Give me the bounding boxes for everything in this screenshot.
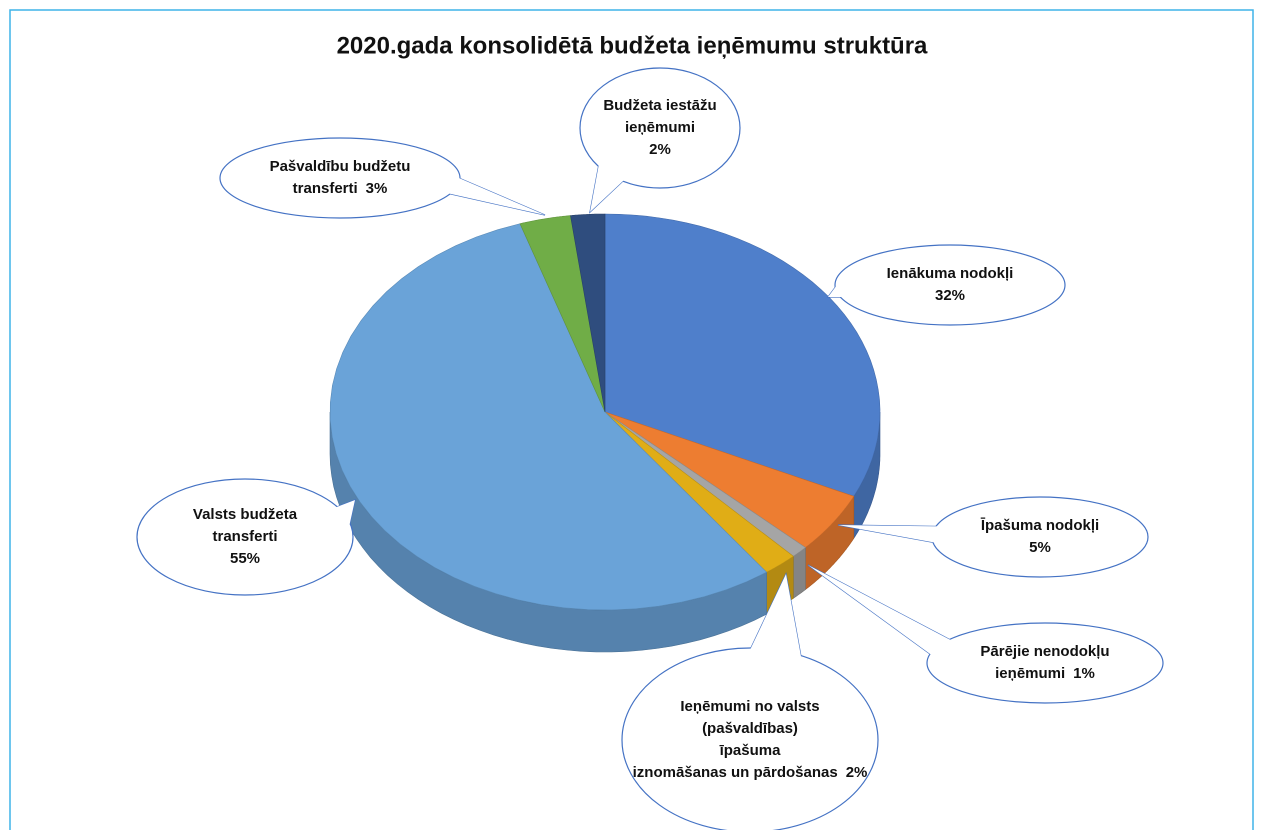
pie bbox=[329, 213, 881, 653]
callout-bubble bbox=[926, 622, 1164, 704]
callout-bubble bbox=[136, 478, 354, 596]
slice bbox=[570, 213, 606, 413]
slice bbox=[604, 411, 794, 573]
callout-bubble bbox=[579, 67, 741, 189]
data-label-value: 2% bbox=[846, 764, 868, 781]
callout-bubble bbox=[931, 496, 1149, 578]
data-label-value: 2% bbox=[649, 141, 671, 158]
data-label-value: 3% bbox=[366, 180, 388, 197]
data-label-name: Ieņēmumi no valsts (pašvaldības) īpašuma iz… bbox=[633, 698, 838, 781]
data-label-name: Pārējie nenodokļu ieņēmumi bbox=[980, 643, 1109, 682]
data-label-name: Budžeta iestāžu ieņēmumi bbox=[603, 97, 716, 136]
callout-join bbox=[808, 565, 953, 657]
callouts: Ienākuma nodokļi 32% Īpašuma nodokļi 5% Pārē… bbox=[136, 67, 1164, 830]
slice bbox=[329, 223, 768, 611]
data-label-value: 1% bbox=[1073, 665, 1095, 682]
data-label-name: Valsts budžeta transferti bbox=[193, 506, 298, 545]
slice bbox=[604, 213, 881, 497]
callout-join bbox=[590, 163, 625, 212]
callout-join bbox=[333, 500, 355, 532]
callout-bubble bbox=[219, 137, 461, 219]
data-label-name: Ienākuma nodokļi bbox=[887, 265, 1014, 282]
slice bbox=[519, 215, 606, 413]
callout-bubble bbox=[621, 647, 879, 830]
chart-title: 2020.gada konsolidētā budžeta ieņēmumu s… bbox=[337, 32, 928, 59]
callout-join bbox=[446, 176, 545, 215]
data-label-name: Pašvaldību budžetu transferti bbox=[270, 158, 411, 197]
data-label-value: 5% bbox=[1029, 539, 1051, 556]
callout-bubble bbox=[834, 244, 1066, 326]
callout-join bbox=[828, 280, 846, 298]
data-label-value: 32% bbox=[935, 287, 965, 304]
callout-join bbox=[838, 525, 941, 544]
data-label-name: Īpašuma nodokļi bbox=[980, 517, 1099, 534]
data-label-value: 55% bbox=[230, 550, 260, 567]
slice bbox=[604, 411, 806, 557]
callout-join bbox=[749, 574, 802, 660]
slice bbox=[604, 411, 855, 548]
